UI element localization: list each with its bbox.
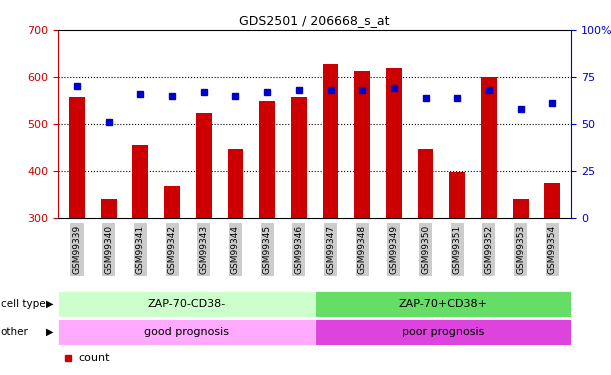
Bar [69,97,85,218]
Text: ZAP-70+CD38+: ZAP-70+CD38+ [398,299,488,309]
Bar [101,199,117,217]
Text: GSM99352: GSM99352 [485,225,494,274]
Text: GSM99340: GSM99340 [104,225,113,274]
Text: GSM99354: GSM99354 [548,225,557,274]
Bar [513,199,529,217]
Text: cell type: cell type [1,299,45,309]
Bar [481,77,497,218]
Text: GSM99350: GSM99350 [421,225,430,274]
Bar [133,145,148,218]
Bar [315,291,571,317]
Bar [291,97,307,218]
Text: GSM99348: GSM99348 [357,225,367,274]
Text: other: other [1,327,29,337]
Text: GSM99347: GSM99347 [326,225,335,274]
Text: GSM99346: GSM99346 [295,225,303,274]
Bar [449,172,465,217]
Text: ZAP-70-CD38-: ZAP-70-CD38- [147,299,225,309]
Text: count: count [79,352,110,363]
Bar [164,186,180,218]
Text: GSM99349: GSM99349 [389,225,398,274]
Bar [544,183,560,218]
Bar [323,64,338,217]
Bar [58,319,315,345]
Bar [58,291,315,317]
Text: GSM99344: GSM99344 [231,225,240,274]
Text: poor prognosis: poor prognosis [402,327,484,337]
Text: GSM99353: GSM99353 [516,225,525,274]
Bar [315,319,571,345]
Bar [259,101,275,217]
Bar [354,71,370,217]
Text: ▶: ▶ [46,299,54,309]
Title: GDS2501 / 206668_s_at: GDS2501 / 206668_s_at [240,15,390,27]
Text: GSM99339: GSM99339 [73,225,81,274]
Text: GSM99343: GSM99343 [199,225,208,274]
Text: GSM99341: GSM99341 [136,225,145,274]
Text: good prognosis: good prognosis [144,327,229,337]
Bar [386,68,402,218]
Bar [196,113,211,218]
Bar [418,148,433,217]
Text: GSM99345: GSM99345 [263,225,272,274]
Text: ▶: ▶ [46,327,54,337]
Text: GSM99351: GSM99351 [453,225,462,274]
Bar [227,148,243,217]
Text: GSM99342: GSM99342 [167,225,177,274]
